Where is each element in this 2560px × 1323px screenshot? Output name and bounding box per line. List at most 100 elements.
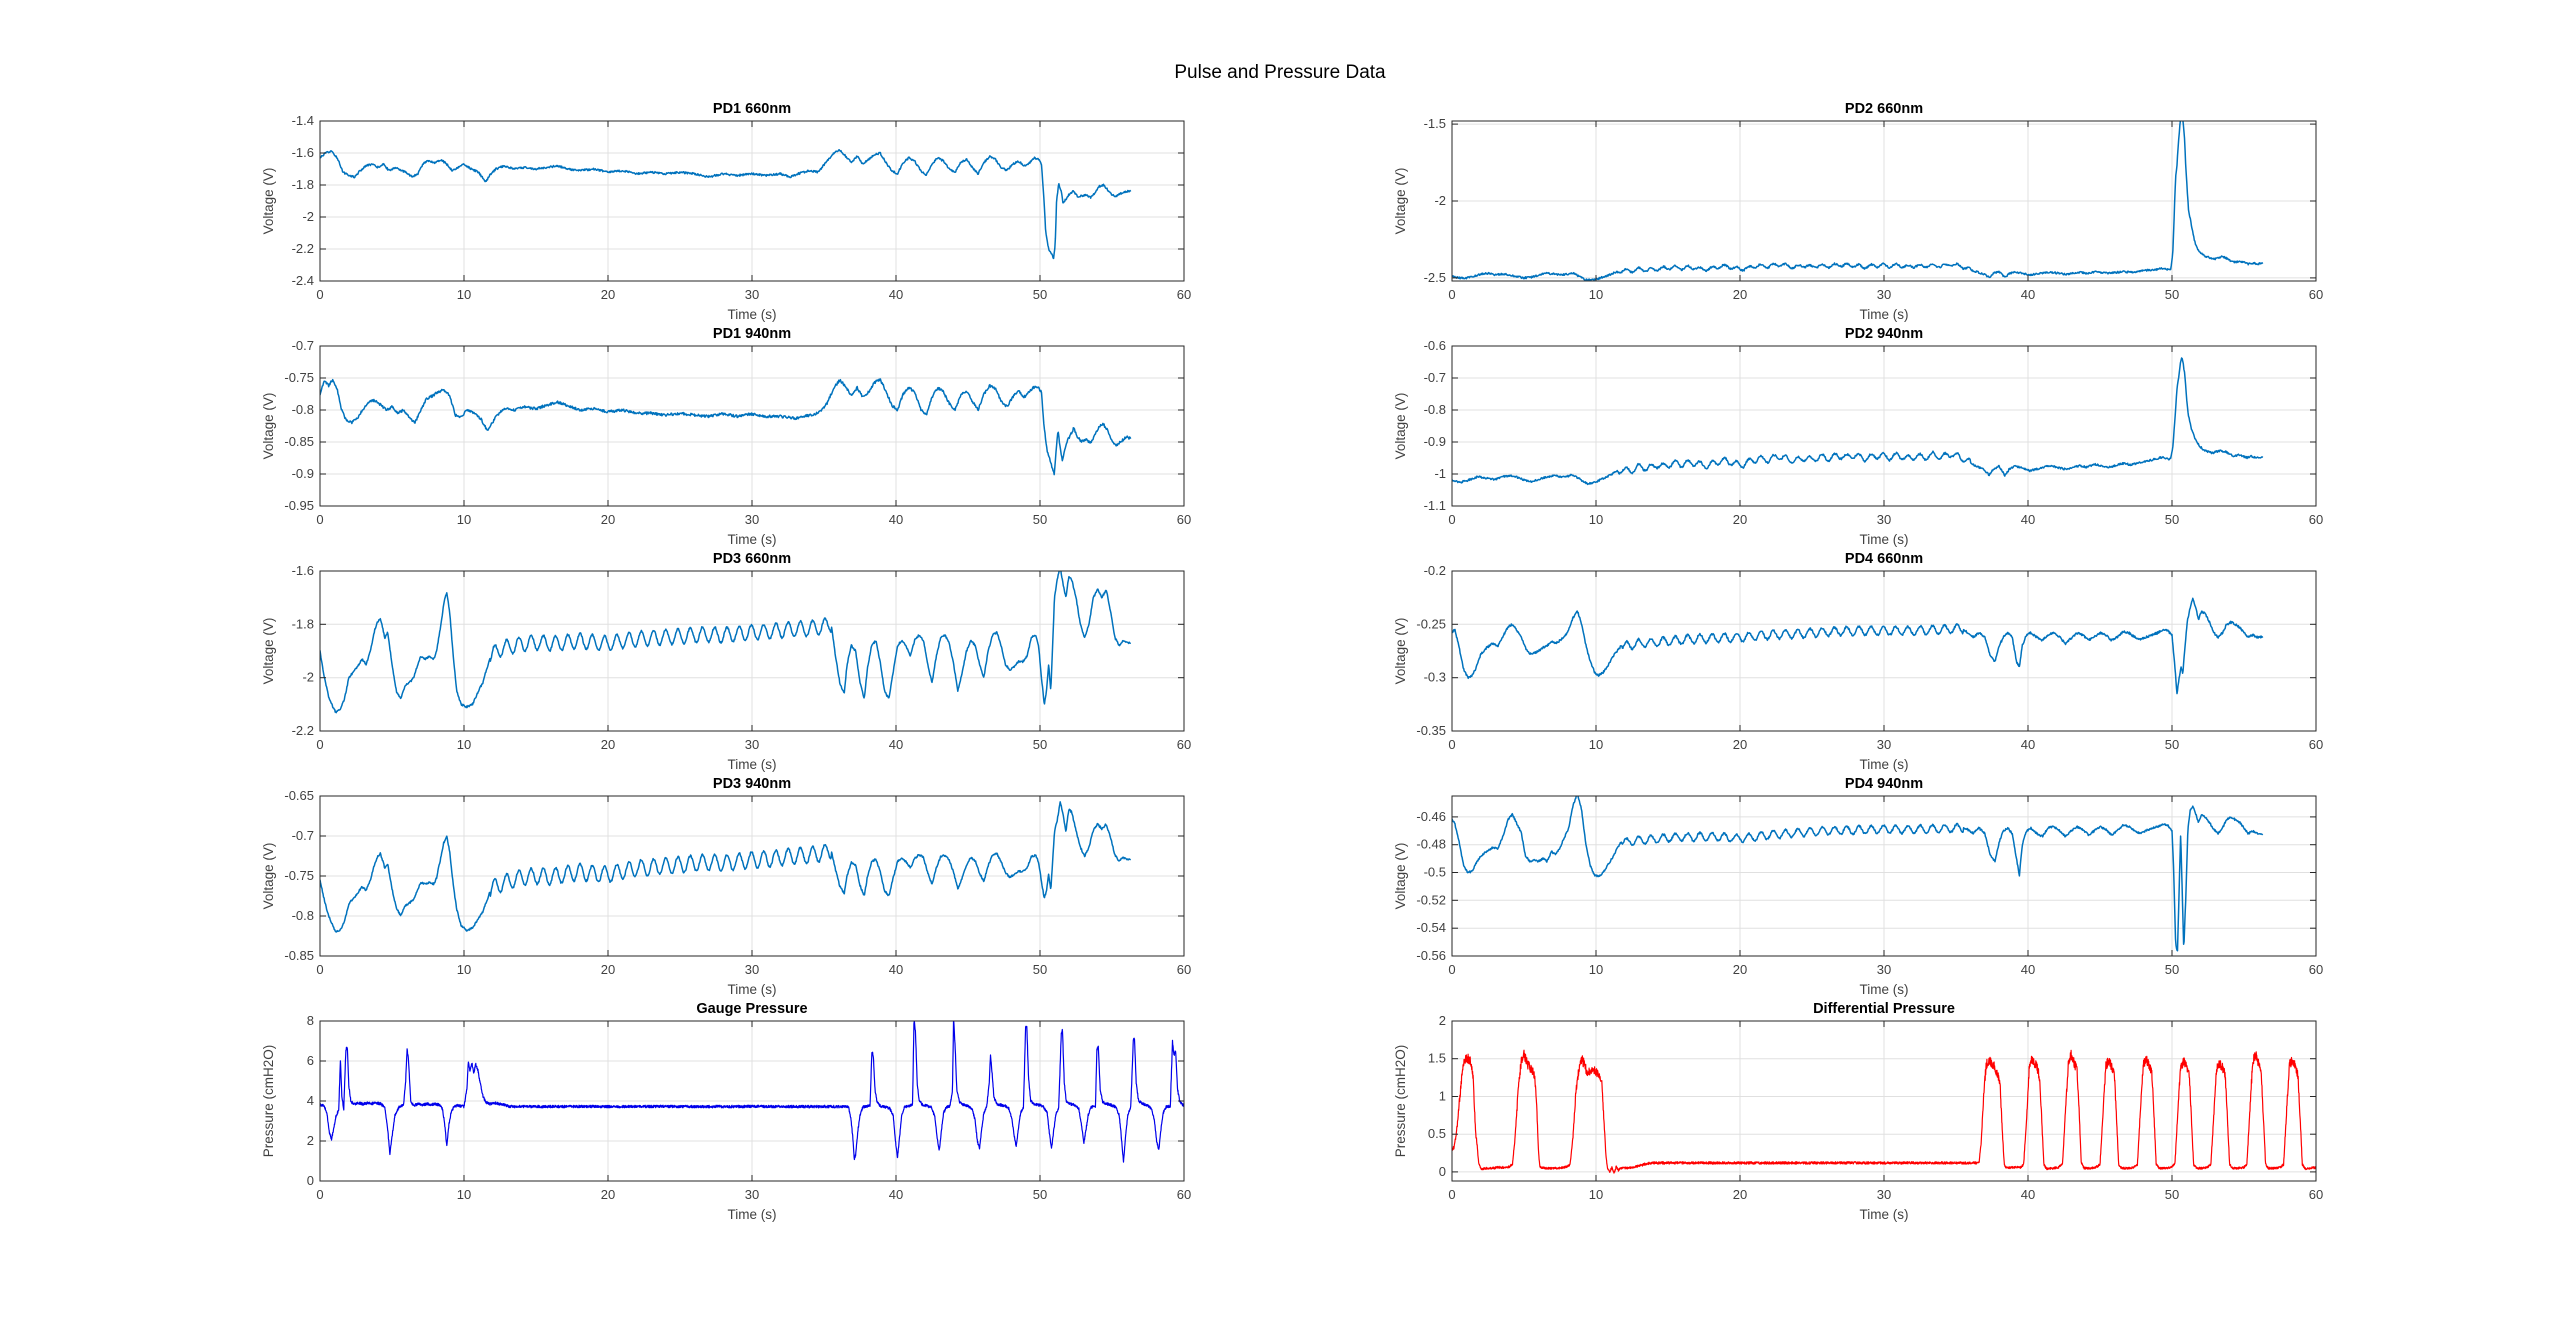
svg-text:-2.5: -2.5 (1424, 270, 1446, 285)
series-line-pd3-940nm (320, 801, 1132, 933)
svg-text:10: 10 (457, 962, 471, 977)
svg-text:40: 40 (2021, 512, 2035, 527)
svg-text:40: 40 (889, 1187, 903, 1202)
svg-text:20: 20 (1733, 962, 1747, 977)
svg-text:-0.7: -0.7 (1424, 370, 1446, 385)
svg-text:60: 60 (1177, 512, 1191, 527)
series-line-pd2-940nm (1452, 357, 2264, 486)
svg-text:0: 0 (1448, 962, 1455, 977)
svg-text:50: 50 (2165, 737, 2179, 752)
svg-text:-0.5: -0.5 (1424, 865, 1446, 880)
tick-labels: 0 10 20 30 40 50 60 -2.2 -2 -1.8 -1.6 (292, 563, 1192, 752)
tick-marks (319, 120, 1185, 282)
svg-text:-0.48: -0.48 (1416, 837, 1446, 852)
svg-text:0: 0 (316, 962, 323, 977)
svg-text:-0.3: -0.3 (1424, 670, 1446, 685)
svg-text:-2: -2 (302, 209, 314, 224)
tick-marks (1451, 121, 2317, 281)
y-axis-label: Voltage (V) (261, 393, 276, 460)
chart-canvas-differential-pressure: 0 10 20 30 40 50 60 0 0.5 1 1.5 2 Differential Press… (1393, 1001, 2323, 1222)
tick-labels: 0 10 20 30 40 50 60 -1.1 -1 -0.9 -0.8 -0.7 -0.6 (1424, 338, 2324, 527)
tick-labels: 0 10 20 30 40 50 60 -0.85 -0.8 -0.75 -0.7 -0.65 (284, 788, 1191, 977)
svg-text:0: 0 (1448, 287, 1455, 302)
svg-text:10: 10 (457, 287, 471, 302)
svg-text:50: 50 (2165, 962, 2179, 977)
svg-text:40: 40 (889, 512, 903, 527)
svg-text:60: 60 (2309, 737, 2323, 752)
tick-labels: 0 10 20 30 40 50 60 -2.4 -2.2 -2 -1.8 -1.6 -1.4 (292, 113, 1192, 302)
svg-text:30: 30 (1877, 287, 1891, 302)
tick-labels: 0 10 20 30 40 50 60 0 0.5 1 1.5 2 (1428, 1013, 2323, 1202)
series-line-gauge-pressure (320, 1021, 1184, 1163)
x-axis-label: Time (s) (728, 757, 777, 772)
svg-text:8: 8 (307, 1013, 314, 1028)
chart-canvas-pd3-940nm: 0 10 20 30 40 50 60 -0.85 -0.8 -0.75 -0.7 -0.65 PD3 … (261, 776, 1191, 997)
tick-labels: 0 10 20 30 40 50 60 -0.95 -0.9 -0.85 -0.8 -0.75 -0.7 (284, 338, 1191, 527)
svg-text:-1.8: -1.8 (292, 616, 314, 631)
svg-text:40: 40 (889, 962, 903, 977)
tick-marks (319, 345, 1185, 507)
subplot-gauge-pressure: 0 10 20 30 40 50 60 0 2 4 6 8 Gauge Pressure Time (s)… (225, 991, 1194, 1228)
x-axis-label: Time (s) (1860, 1207, 1909, 1222)
svg-text:60: 60 (1177, 287, 1191, 302)
svg-text:-2.2: -2.2 (292, 241, 314, 256)
svg-text:-0.8: -0.8 (292, 908, 314, 923)
svg-text:40: 40 (2021, 287, 2035, 302)
series-line-pd1-940nm (320, 378, 1132, 476)
svg-text:40: 40 (889, 287, 903, 302)
svg-text:60: 60 (2309, 1187, 2323, 1202)
svg-text:-0.46: -0.46 (1416, 809, 1446, 824)
svg-text:0: 0 (316, 512, 323, 527)
chart-canvas-pd3-660nm: 0 10 20 30 40 50 60 -2.2 -2 -1.8 -1.6 PD3 660nm Time… (261, 551, 1192, 772)
subplot-differential-pressure: 0 10 20 30 40 50 60 0 0.5 1 1.5 2 Differential Press… (1357, 991, 2326, 1228)
svg-text:30: 30 (1877, 1187, 1891, 1202)
series-line-differential-pressure (1452, 1049, 2316, 1174)
svg-text:-0.7: -0.7 (292, 338, 314, 353)
x-axis-label: Time (s) (728, 982, 777, 997)
svg-text:40: 40 (889, 737, 903, 752)
svg-text:-1.4: -1.4 (292, 113, 314, 128)
subplot-title: PD1 660nm (713, 101, 791, 117)
svg-text:30: 30 (745, 1187, 759, 1202)
svg-text:6: 6 (307, 1053, 314, 1068)
svg-text:2: 2 (1439, 1013, 1446, 1028)
x-axis-label: Time (s) (728, 532, 777, 547)
svg-text:20: 20 (601, 512, 615, 527)
svg-text:20: 20 (1733, 737, 1747, 752)
svg-text:10: 10 (1589, 962, 1603, 977)
chart-canvas-pd2-660nm: 0 10 20 30 40 50 60 -2.5 -2 -1.5 PD2 660nm Time (s)… (1393, 101, 2324, 322)
svg-text:0: 0 (316, 737, 323, 752)
svg-text:10: 10 (457, 1187, 471, 1202)
svg-text:60: 60 (1177, 1187, 1191, 1202)
svg-text:20: 20 (1733, 1187, 1747, 1202)
svg-text:30: 30 (745, 512, 759, 527)
svg-text:20: 20 (601, 962, 615, 977)
tick-labels: 0 10 20 30 40 50 60 0 2 4 6 8 (307, 1013, 1191, 1202)
svg-text:0: 0 (1448, 737, 1455, 752)
tick-marks (1451, 796, 2317, 957)
x-axis-label: Time (s) (728, 1207, 777, 1222)
svg-text:-0.52: -0.52 (1416, 892, 1446, 907)
subplot-title: PD1 940nm (713, 326, 791, 342)
svg-text:30: 30 (745, 962, 759, 977)
svg-text:-0.35: -0.35 (1416, 723, 1446, 738)
subplot-pd3-660nm: 0 10 20 30 40 50 60 -2.2 -2 -1.8 -1.6 PD3 660nm Time… (225, 541, 1194, 778)
svg-text:30: 30 (1877, 512, 1891, 527)
svg-text:-0.54: -0.54 (1416, 920, 1446, 935)
svg-text:4: 4 (307, 1093, 314, 1108)
svg-text:60: 60 (2309, 962, 2323, 977)
tick-labels: 0 10 20 30 40 50 60 -0.56 -0.54 -0.52 -0.5 -0.48 -0.… (1416, 809, 2323, 977)
subplot-title: Gauge Pressure (696, 1001, 807, 1017)
subplot-pd2-660nm: 0 10 20 30 40 50 60 -2.5 -2 -1.5 PD2 660nm Time (s)… (1357, 91, 2326, 328)
y-axis-label: Voltage (V) (261, 168, 276, 235)
svg-text:1: 1 (1439, 1089, 1446, 1104)
subplot-pd1-660nm: 0 10 20 30 40 50 60 -2.4 -2.2 -2 -1.8 -1.6 -1.4 PD1 6… (225, 91, 1194, 328)
tick-labels: 0 10 20 30 40 50 60 -2.5 -2 -1.5 (1424, 116, 2324, 302)
svg-text:40: 40 (2021, 962, 2035, 977)
svg-text:0.5: 0.5 (1428, 1126, 1446, 1141)
chart-canvas-pd4-660nm: 0 10 20 30 40 50 60 -0.35 -0.3 -0.25 -0.2 PD4 660nm… (1393, 551, 2323, 772)
svg-text:-0.9: -0.9 (292, 466, 314, 481)
svg-text:60: 60 (1177, 737, 1191, 752)
svg-text:20: 20 (1733, 287, 1747, 302)
